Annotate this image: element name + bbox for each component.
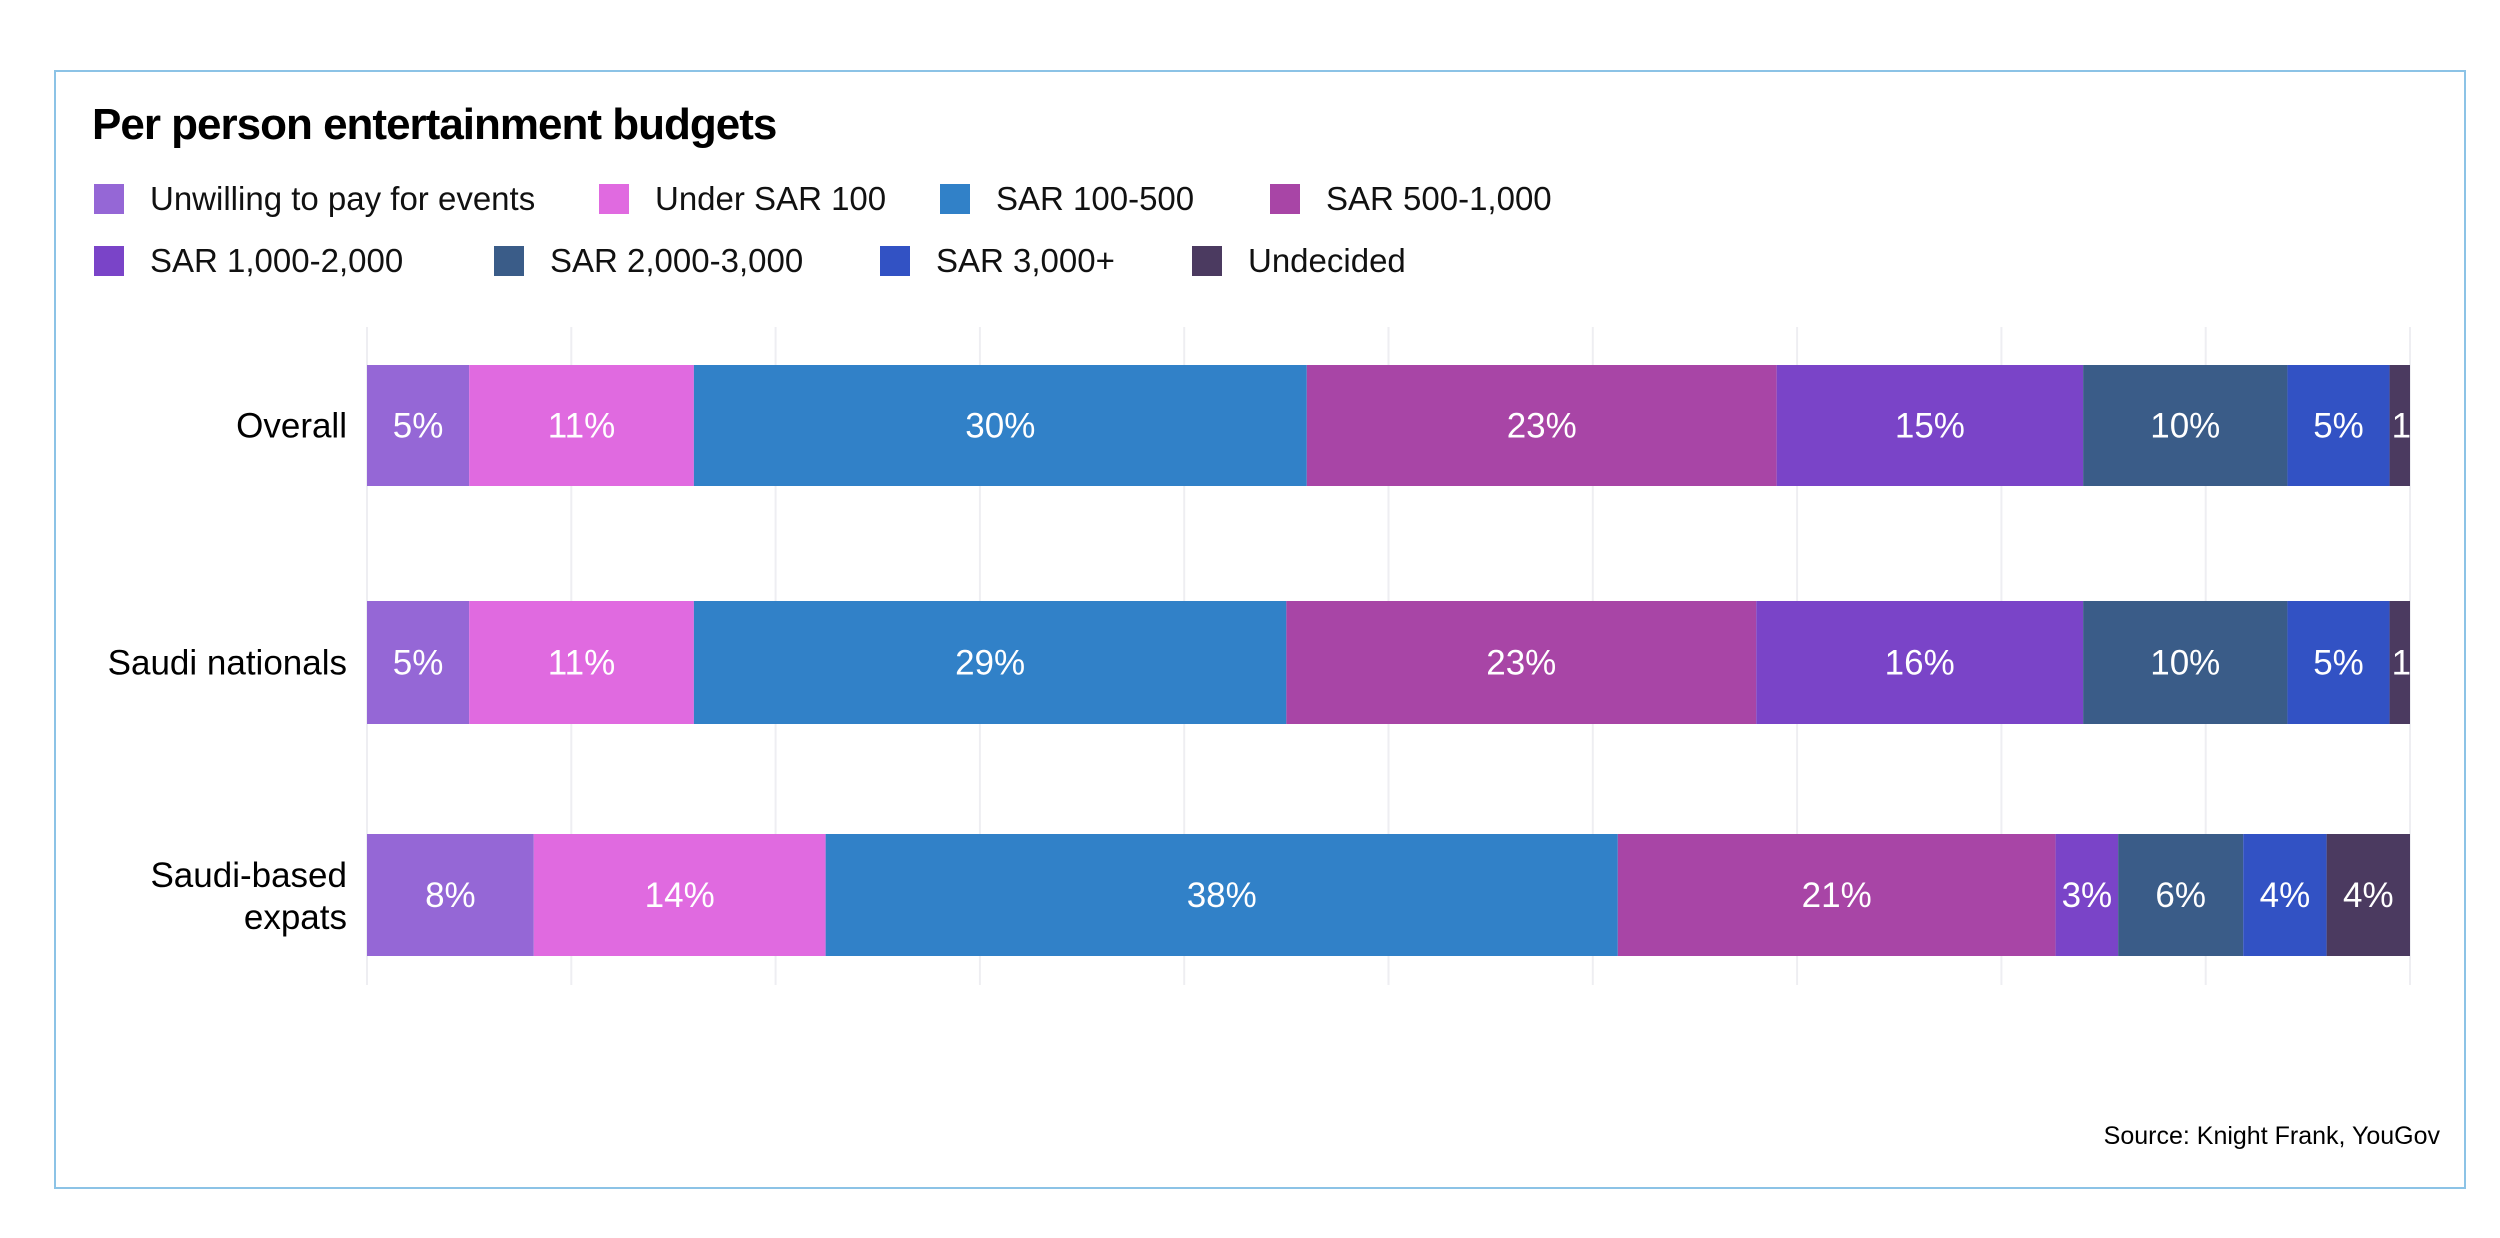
bar-segment xyxy=(825,834,1618,956)
data-label: 8% xyxy=(425,876,476,915)
data-label: 30% xyxy=(965,407,1035,446)
data-label: 10% xyxy=(2150,644,2220,683)
legend-label: SAR 1,000-2,000 xyxy=(150,242,404,279)
bar-segment xyxy=(2287,601,2390,724)
data-label: 5% xyxy=(2313,644,2364,683)
legend-label: SAR 500-1,000 xyxy=(1326,180,1552,217)
data-label: 5% xyxy=(2313,407,2364,446)
legend-swatch xyxy=(940,184,970,214)
bar-segment xyxy=(2243,834,2327,956)
data-label: 5% xyxy=(393,644,444,683)
bar-segment xyxy=(693,365,1307,486)
data-label: 4% xyxy=(2343,876,2394,915)
data-label: 4% xyxy=(2260,876,2311,915)
data-label: 6% xyxy=(2155,876,2206,915)
legend-swatch xyxy=(94,184,124,214)
legend-swatch xyxy=(494,246,524,276)
data-label: 29% xyxy=(955,644,1025,683)
legend-item: SAR 1,000-2,000 xyxy=(94,242,403,280)
legend-swatch xyxy=(880,246,910,276)
bar-segment xyxy=(1617,834,2056,956)
legend-swatch xyxy=(94,246,124,276)
data-label: 1% xyxy=(2392,644,2443,683)
legend-item: SAR 100-500 xyxy=(940,180,1194,218)
data-label: 15% xyxy=(1895,407,1965,446)
bar-segment xyxy=(693,601,1287,724)
data-label: 16% xyxy=(1885,644,1955,683)
chart-frame xyxy=(54,70,2466,1189)
bar-segment xyxy=(2055,834,2119,956)
legend-item: Unwilling to pay for events xyxy=(94,180,535,218)
bar-segment xyxy=(1286,601,1757,724)
legend-swatch xyxy=(1192,246,1222,276)
data-label: 10% xyxy=(2150,407,2220,446)
bar-segment xyxy=(367,365,470,486)
bar-segment xyxy=(2287,365,2390,486)
bar-segment xyxy=(2389,365,2410,486)
legend-item: Undecided xyxy=(1192,242,1406,280)
legend-label: SAR 2,000-3,000 xyxy=(550,242,804,279)
data-label: 1% xyxy=(2392,407,2443,446)
bar-segment xyxy=(469,601,694,724)
bar-segment xyxy=(1776,365,2084,486)
data-label: 21% xyxy=(1802,876,1872,915)
legend-label: SAR 3,000+ xyxy=(936,242,1115,279)
data-label: 5% xyxy=(393,407,444,446)
data-label: 14% xyxy=(645,876,715,915)
bar-segment xyxy=(2083,365,2288,486)
data-label: 23% xyxy=(1507,407,1577,446)
bar-segment xyxy=(533,834,826,956)
bar-segment xyxy=(2326,834,2410,956)
source-note: Source: Knight Frank, YouGov xyxy=(2103,1122,2440,1150)
bar-segment xyxy=(367,601,470,724)
legend-label: Under SAR 100 xyxy=(655,180,887,217)
data-label: 11% xyxy=(548,407,615,446)
bar-segment xyxy=(1306,365,1777,486)
legend-item: SAR 2,000-3,000 xyxy=(494,242,803,280)
legend-item: SAR 500-1,000 xyxy=(1270,180,1552,218)
chart-title: Per person entertainment budgets xyxy=(92,100,777,149)
legend-item: Under SAR 100 xyxy=(599,180,886,218)
category-label: Saudi-based expats xyxy=(150,856,347,937)
data-label: 38% xyxy=(1187,876,1257,915)
bar-segment xyxy=(367,834,534,956)
legend-label: Undecided xyxy=(1248,242,1406,279)
legend-item: SAR 3,000+ xyxy=(880,242,1115,280)
data-label: 23% xyxy=(1486,644,1556,683)
bar-segment xyxy=(2389,601,2410,724)
legend-label: SAR 100-500 xyxy=(996,180,1195,217)
legend-label: Unwilling to pay for events xyxy=(150,180,536,217)
bar-segment xyxy=(469,365,694,486)
category-label: Saudi nationals xyxy=(108,644,347,683)
legend-swatch xyxy=(599,184,629,214)
bar-segment xyxy=(2118,834,2244,956)
category-label: Overall xyxy=(236,407,347,446)
data-label: 11% xyxy=(548,644,615,683)
bar-segment xyxy=(2083,601,2288,724)
bar-segment xyxy=(1756,601,2084,724)
legend-swatch xyxy=(1270,184,1300,214)
data-label: 3% xyxy=(2062,876,2113,915)
